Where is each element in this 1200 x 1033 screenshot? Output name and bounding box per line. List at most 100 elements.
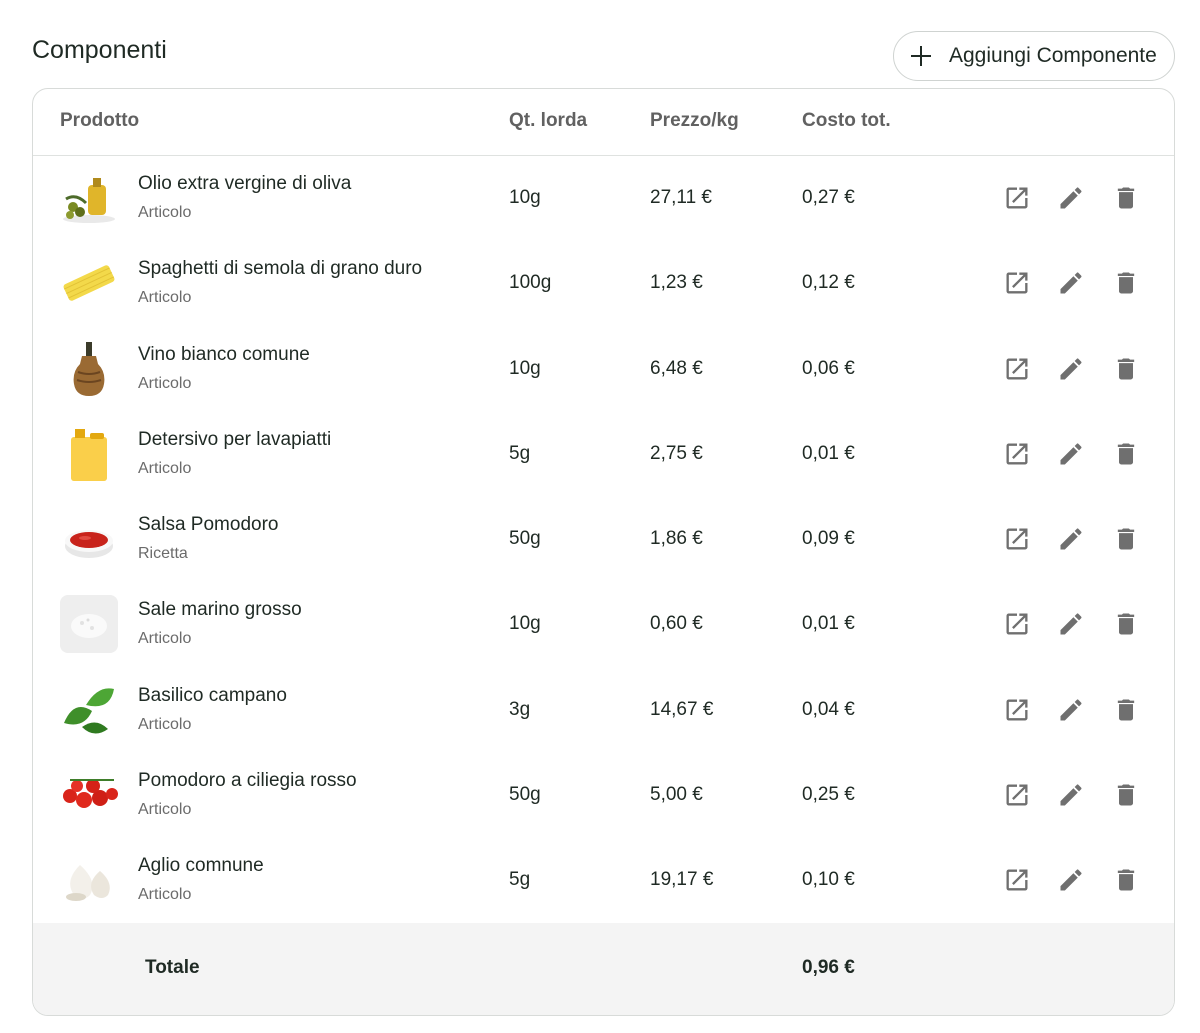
price-cell: 1,86 € xyxy=(650,528,703,550)
product-name: Vino bianco comune xyxy=(138,343,310,365)
delete-trash-icon[interactable] xyxy=(1112,440,1140,468)
cost-cell: 0,10 € xyxy=(802,869,855,891)
edit-pencil-icon[interactable] xyxy=(1057,781,1085,809)
cherry-tomato-image xyxy=(60,766,118,824)
product-type: Articolo xyxy=(138,374,192,392)
qty-cell: 5g xyxy=(509,442,531,464)
product-type: Articolo xyxy=(138,459,192,477)
table-row[interactable]: Detersivo per lavapiatti Articolo 5g 2,7… xyxy=(33,412,1174,497)
open-in-new-icon[interactable] xyxy=(1003,525,1031,553)
product-type: Articolo xyxy=(138,801,192,819)
price-cell: 2,75 € xyxy=(650,442,703,464)
qty-cell: 10g xyxy=(509,187,541,208)
product-type: Articolo xyxy=(138,630,192,648)
delete-trash-icon[interactable] xyxy=(1112,696,1140,724)
header-product: Prodotto xyxy=(60,110,140,131)
price-cell: 5,00 € xyxy=(650,784,703,806)
edit-pencil-icon[interactable] xyxy=(1057,355,1085,383)
cost-cell: 0,06 € xyxy=(802,357,855,379)
qty-cell: 100g xyxy=(509,272,552,294)
wine-flask-image xyxy=(60,340,118,398)
basil-image xyxy=(60,681,118,739)
price-cell: 27,11 € xyxy=(650,187,712,208)
edit-pencil-icon[interactable] xyxy=(1057,525,1085,553)
spaghetti-image xyxy=(60,254,118,312)
edit-pencil-icon[interactable] xyxy=(1057,610,1085,638)
table-row[interactable]: Vino bianco comune Articolo 10g 6,48 € 0… xyxy=(33,327,1174,412)
product-name: Detersivo per lavapiatti xyxy=(138,428,332,450)
open-in-new-icon[interactable] xyxy=(1003,355,1031,383)
delete-trash-icon[interactable] xyxy=(1112,355,1140,383)
plus-icon xyxy=(910,45,932,67)
section-title: Componenti xyxy=(32,36,167,64)
product-name: Olio extra vergine di oliva xyxy=(138,173,352,194)
header-price: Prezzo/kg xyxy=(650,110,739,131)
price-cell: 6,48 € xyxy=(650,357,703,379)
edit-pencil-icon[interactable] xyxy=(1057,440,1085,468)
table-row[interactable]: Aglio comnune Articolo 5g 19,17 € 0,10 € xyxy=(33,838,1174,923)
product-name: Spaghetti di semola di grano duro xyxy=(138,258,423,280)
product-name: Sale marino grosso xyxy=(138,599,302,621)
qty-cell: 10g xyxy=(509,613,541,635)
table-row[interactable]: Salsa Pomodoro Ricetta 50g 1,86 € 0,09 € xyxy=(33,497,1174,582)
olive-oil-image xyxy=(60,169,118,227)
qty-cell: 50g xyxy=(509,528,541,550)
open-in-new-icon[interactable] xyxy=(1003,184,1031,212)
delete-trash-icon[interactable] xyxy=(1112,781,1140,809)
qty-cell: 5g xyxy=(509,869,531,891)
qty-cell: 10g xyxy=(509,357,541,379)
edit-pencil-icon[interactable] xyxy=(1057,184,1085,212)
open-in-new-icon[interactable] xyxy=(1003,696,1031,724)
table-header: Prodotto Qt. lorda Prezzo/kg Costo tot. xyxy=(33,89,1174,156)
open-in-new-icon[interactable] xyxy=(1003,781,1031,809)
header-cost: Costo tot. xyxy=(802,110,891,131)
total-value: 0,96 € xyxy=(802,957,855,978)
open-in-new-icon[interactable] xyxy=(1003,440,1031,468)
table-body: Olio extra vergine di oliva Articolo 10g… xyxy=(33,156,1174,924)
sea-salt-image xyxy=(60,595,118,654)
table-row[interactable]: Sale marino grosso Articolo 10g 0,60 € 0… xyxy=(33,582,1174,667)
product-type: Ricetta xyxy=(138,545,188,563)
open-in-new-icon[interactable] xyxy=(1003,610,1031,638)
delete-trash-icon[interactable] xyxy=(1112,866,1140,894)
product-type: Articolo xyxy=(138,289,192,307)
edit-pencil-icon[interactable] xyxy=(1057,696,1085,724)
cost-cell: 0,09 € xyxy=(802,528,855,550)
price-cell: 1,23 € xyxy=(650,272,703,294)
delete-trash-icon[interactable] xyxy=(1112,184,1140,212)
open-in-new-icon[interactable] xyxy=(1003,269,1031,297)
product-type: Articolo xyxy=(138,204,192,221)
price-cell: 14,67 € xyxy=(650,698,714,720)
qty-cell: 50g xyxy=(509,784,541,806)
product-name: Aglio comnune xyxy=(138,855,264,877)
table-row[interactable]: Pomodoro a ciliegia rosso Articolo 50g 5… xyxy=(33,753,1174,838)
table-row[interactable]: Olio extra vergine di oliva Articolo 10g… xyxy=(33,156,1174,241)
product-name: Pomodoro a ciliegia rosso xyxy=(138,770,357,792)
qty-cell: 3g xyxy=(509,698,531,720)
edit-pencil-icon[interactable] xyxy=(1057,866,1085,894)
components-table: Prodotto Qt. lorda Prezzo/kg Costo tot. … xyxy=(32,88,1175,1016)
cost-cell: 0,27 € xyxy=(802,187,855,208)
edit-pencil-icon[interactable] xyxy=(1057,269,1085,297)
product-type: Articolo xyxy=(138,886,192,904)
add-component-button[interactable]: Aggiungi Componente xyxy=(893,31,1175,81)
open-in-new-icon[interactable] xyxy=(1003,866,1031,894)
cost-cell: 0,01 € xyxy=(802,442,855,464)
add-component-label: Aggiungi Componente xyxy=(949,44,1157,67)
product-type: Articolo xyxy=(138,715,192,733)
product-name: Basilico campano xyxy=(138,684,287,706)
table-row[interactable]: Spaghetti di semola di grano duro Artico… xyxy=(33,241,1174,326)
price-cell: 19,17 € xyxy=(650,869,714,891)
tomato-sauce-image xyxy=(60,510,118,568)
table-footer: Totale 0,96 € xyxy=(33,923,1174,1015)
total-label: Totale xyxy=(145,957,200,978)
delete-trash-icon[interactable] xyxy=(1112,610,1140,638)
header-qty: Qt. lorda xyxy=(509,110,588,131)
cost-cell: 0,25 € xyxy=(802,784,855,806)
price-cell: 0,60 € xyxy=(650,613,703,635)
cost-cell: 0,12 € xyxy=(802,272,855,294)
delete-trash-icon[interactable] xyxy=(1112,525,1140,553)
table-row[interactable]: Basilico campano Articolo 3g 14,67 € 0,0… xyxy=(33,668,1174,753)
delete-trash-icon[interactable] xyxy=(1112,269,1140,297)
